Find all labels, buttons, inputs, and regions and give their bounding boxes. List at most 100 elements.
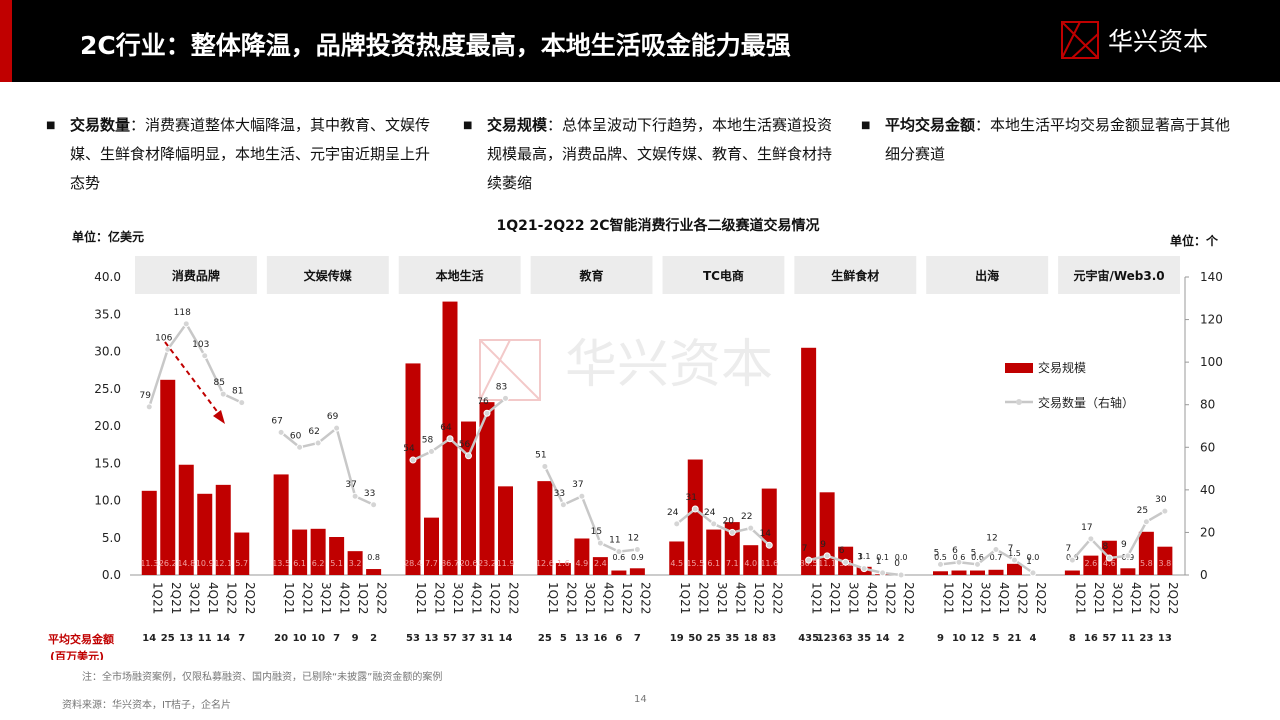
count-point — [333, 424, 341, 432]
avg-amount-value: 13 — [575, 633, 589, 644]
avg-amount-value: 2 — [898, 633, 905, 644]
bar-value-label: 15.5 — [686, 559, 704, 568]
count-point — [370, 501, 378, 509]
bar-value-label: 1.1 — [858, 552, 871, 561]
bar — [1138, 531, 1154, 575]
avg-amount-value: 57 — [1102, 633, 1116, 644]
count-line — [675, 507, 771, 547]
quarter-label: 2Q21 — [960, 582, 974, 614]
bullet-deal-size: ■ 交易规模：总体呈波动下行趋势，本地生活赛道投资规模最高，消费品牌、文娱传媒、… — [463, 111, 837, 198]
watermark-text: 华兴资本 — [565, 335, 773, 395]
bar — [574, 538, 590, 575]
avg-amount-value: 11 — [1121, 633, 1135, 644]
count-point — [805, 556, 813, 564]
count-value-label: 12 — [628, 533, 639, 543]
quarter-label: 4Q21 — [865, 582, 879, 614]
quarter-label: 2Q21 — [433, 582, 447, 614]
count-point — [1142, 518, 1150, 526]
bar-value-label: 0.6 — [613, 553, 626, 562]
count-point — [1011, 556, 1018, 564]
bar-value-label: 4.0 — [744, 559, 757, 568]
right-tick-label: 80 — [1200, 398, 1215, 412]
quarter-label: 4Q21 — [601, 582, 615, 614]
bullet-label: 平均交易金额 — [885, 116, 976, 134]
quarter-label: 3Q21 — [715, 582, 729, 614]
chart-title: 1Q21-2Q22 2C智能消费行业各二级赛道交易情况 — [497, 217, 820, 234]
avg-amount-value: 16 — [593, 633, 607, 644]
right-tick-label: 60 — [1200, 440, 1215, 454]
count-point — [860, 565, 868, 573]
count-value-label: 60 — [290, 431, 302, 441]
avg-amount-label: 平均交易金额 — [48, 632, 114, 646]
count-point — [351, 492, 359, 500]
count-point — [296, 443, 304, 451]
right-tick-label: 20 — [1200, 525, 1215, 539]
quarter-label: 1Q22 — [1016, 582, 1030, 614]
bar — [329, 537, 345, 575]
avg-amount-value: 25 — [538, 633, 552, 644]
bar — [592, 557, 608, 575]
quarter-label: 2Q21 — [828, 582, 842, 614]
bar — [951, 570, 967, 575]
bar — [706, 529, 722, 575]
bar-value-label: 11.9 — [497, 559, 515, 568]
quarter-label: 3Q21 — [979, 582, 993, 614]
right-tick-label: 0 — [1200, 568, 1208, 582]
count-value-label: 69 — [327, 412, 339, 422]
quarter-label: 3Q21 — [1110, 582, 1124, 614]
bar — [970, 570, 985, 575]
left-tick-label: 40.0 — [94, 270, 121, 284]
left-tick-label: 0.0 — [102, 568, 121, 582]
count-value-label: 7 — [802, 544, 808, 554]
right-tick-label: 40 — [1200, 483, 1215, 497]
bar-value-label: 14.8 — [177, 559, 195, 568]
bar — [479, 402, 495, 575]
category-label: 消费品牌 — [172, 268, 220, 283]
bar — [687, 459, 703, 575]
avg-amount-value: 4 — [1030, 633, 1037, 644]
bar — [801, 347, 817, 575]
avg-amount-value: 7 — [333, 633, 340, 644]
avg-amount-value: 21 — [1008, 633, 1022, 644]
bar — [1007, 563, 1022, 575]
right-tick-label: 100 — [1200, 355, 1223, 369]
bullet-label: 交易数量 — [70, 116, 131, 134]
avg-amount-value: 20 — [274, 633, 288, 644]
avg-amount-value: 14 — [876, 633, 890, 644]
count-value-label: 58 — [422, 436, 434, 446]
quarter-label: 1Q22 — [224, 582, 238, 614]
count-value-label: 33 — [554, 489, 565, 499]
count-point — [541, 462, 549, 470]
quarter-label: 2Q22 — [1034, 582, 1048, 614]
avg-amount-value: 7 — [238, 633, 245, 644]
count-point — [1124, 552, 1132, 560]
brand-logo: 华兴资本 — [1058, 18, 1228, 66]
count-value-label: 9 — [1121, 540, 1127, 550]
quarter-label: 3Q21 — [451, 582, 465, 614]
footnote: 注：全市场融资案例，仅限私募融资、国内融资，已剔除“未披露”融资金额的案例 — [82, 672, 443, 683]
quarter-label: 4Q21 — [733, 582, 747, 614]
avg-amount-value: 83 — [762, 633, 776, 644]
count-point — [596, 539, 604, 547]
bar — [1083, 555, 1099, 575]
quarter-label: 2Q21 — [696, 582, 710, 614]
bar-value-label: 4.5 — [670, 559, 683, 568]
avg-amount-value: 18 — [744, 633, 758, 644]
count-point — [559, 501, 567, 509]
count-point — [691, 505, 699, 513]
count-value-label: 5 — [971, 548, 977, 558]
bar-value-label: 1.5 — [1008, 549, 1021, 558]
avg-amount-unit: (百万美元) — [50, 649, 104, 660]
bar — [1120, 568, 1136, 575]
bar-value-label: 7.7 — [425, 559, 438, 568]
quarter-label: 1Q22 — [752, 582, 766, 614]
category-box — [662, 256, 785, 294]
bar-value-label: 23.2 — [478, 559, 496, 568]
bullet-text: ：总体呈波动下行趋势，本地生活赛道投资规模最高，消费品牌、文娱传媒、教育、生鲜食… — [487, 116, 833, 192]
count-point — [238, 399, 246, 407]
quarter-label: 2Q21 — [301, 582, 315, 614]
bar — [424, 517, 439, 575]
count-value-label: 15 — [591, 527, 602, 537]
avg-amount-value: 10 — [293, 633, 307, 644]
count-value-label: 56 — [459, 440, 471, 450]
